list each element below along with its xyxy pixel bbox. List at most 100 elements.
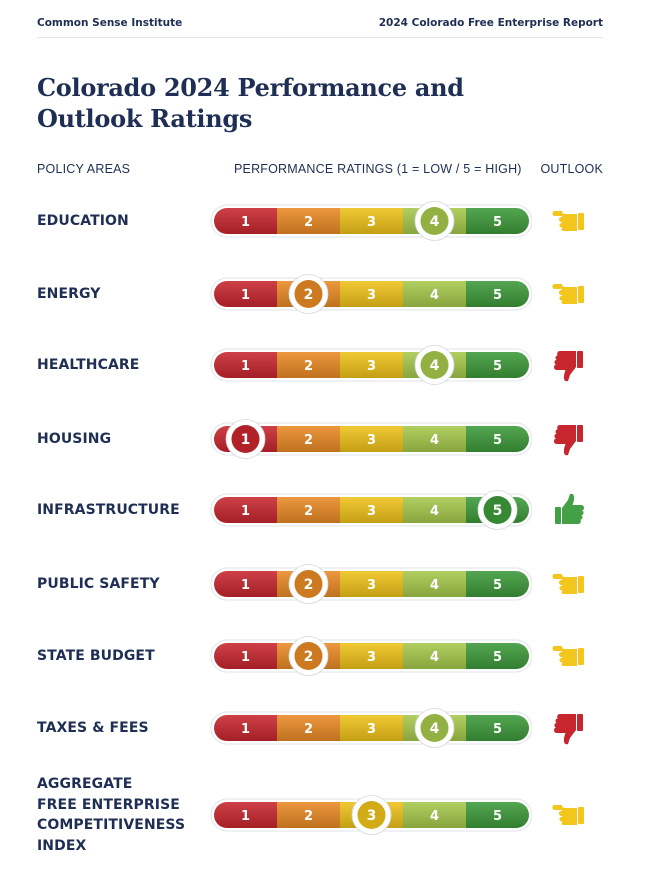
gauge-segment-1 (214, 715, 278, 741)
rating-number-5: 5 (493, 215, 502, 230)
rating-number-2: 2 (304, 577, 314, 593)
selected-rating-fill (420, 714, 449, 742)
rating-number-3: 3 (367, 650, 376, 665)
gauge-segment-2 (277, 643, 341, 669)
policy-area-label: AGGREGATE FREE ENTERPRISE COMPETITIVENES… (37, 776, 186, 854)
rating-number-5: 5 (493, 650, 502, 665)
gauge-segment-3 (340, 208, 404, 234)
rating-number-1: 1 (241, 578, 250, 593)
performance-gauge: 1 2 3 4 5 (210, 201, 532, 241)
thumbs-down-icon (554, 714, 583, 745)
selected-rating-fill (294, 280, 323, 308)
rating-number-2: 2 (304, 215, 313, 230)
rating-number-1: 1 (241, 504, 250, 519)
rating-number-1: 1 (241, 650, 250, 665)
rating-number-3: 3 (367, 722, 376, 737)
gauge-segment-3 (340, 497, 404, 523)
selected-rating-marker (477, 490, 518, 530)
column-header-policy-areas: POLICY AREAS (37, 162, 131, 176)
rating-number-1: 1 (241, 809, 250, 824)
performance-gauge: 1 2 3 4 5 (210, 795, 532, 835)
gauge-frame (210, 567, 532, 601)
rating-number-4: 4 (430, 433, 439, 448)
rating-number-1: 1 (241, 288, 250, 303)
rating-number-1: 1 (241, 215, 250, 230)
selected-rating-marker (288, 636, 329, 676)
rating-number-4: 4 (430, 288, 439, 303)
gauge-segment-3 (340, 281, 404, 307)
gauge-segment-5 (466, 715, 529, 741)
policy-area-label: TAXES & FEES (37, 720, 149, 736)
rating-number-3: 3 (367, 504, 376, 519)
rating-number-5: 5 (493, 809, 502, 824)
gauge-frame (210, 711, 532, 745)
gauge-segment-4 (403, 802, 467, 828)
selected-rating-marker (414, 201, 455, 241)
rating-number-5: 5 (493, 359, 502, 374)
rating-number-2: 2 (304, 433, 313, 448)
policy-area-label: ENERGY (37, 286, 101, 302)
gauge-segment-2 (277, 208, 341, 234)
rating-number-4: 4 (430, 578, 439, 593)
performance-gauge: 1 2 3 4 5 (210, 345, 532, 385)
rating-number-2: 2 (304, 809, 313, 824)
gauge-segment-4 (403, 208, 467, 234)
rating-number-3: 3 (367, 578, 376, 593)
rating-number-3: 3 (367, 359, 376, 374)
gauge-segment-2 (277, 426, 341, 452)
gauge-segment-5 (466, 643, 529, 669)
rating-number-1: 1 (241, 722, 250, 737)
gauge-segment-2 (277, 802, 341, 828)
gauge-segment-1 (214, 497, 278, 523)
rating-number-4: 4 (430, 214, 440, 230)
rating-number-4: 4 (430, 650, 439, 665)
rating-number-2: 2 (304, 287, 314, 303)
rating-number-3: 3 (367, 808, 377, 824)
page-title: Colorado 2024 Performance and Outlook Ra… (37, 73, 464, 133)
performance-gauge: 1 2 3 4 5 (210, 419, 532, 459)
policy-area-label: HEALTHCARE (37, 357, 140, 373)
gauge-segment-4 (403, 715, 467, 741)
gauge-segment-2 (277, 497, 341, 523)
thumb-sideways-icon (552, 805, 584, 825)
gauge-segment-5 (466, 426, 529, 452)
rating-number-5: 5 (493, 503, 503, 519)
selected-rating-fill (294, 642, 323, 670)
thumbs-down-icon (554, 425, 583, 456)
performance-gauge: 1 2 3 4 5 (210, 636, 532, 676)
gauge-segment-4 (403, 497, 467, 523)
gauge-segment-5 (466, 802, 529, 828)
org-name: Common Sense Institute (37, 17, 183, 29)
rating-number-2: 2 (304, 504, 313, 519)
column-header-outlook: OUTLOOK (540, 162, 603, 176)
selected-rating-fill (483, 496, 512, 524)
gauge-frame (210, 204, 532, 238)
selected-rating-marker (414, 708, 455, 748)
rating-number-2: 2 (304, 722, 313, 737)
performance-gauge: 1 2 3 4 5 (210, 274, 532, 314)
rating-number-4: 4 (430, 809, 439, 824)
gauge-segment-1 (214, 352, 278, 378)
performance-gauge: 1 2 3 4 5 (210, 564, 532, 604)
selected-rating-marker (288, 564, 329, 604)
rating-number-1: 1 (241, 359, 250, 374)
gauge-segment-5 (466, 208, 529, 234)
page-header: Common Sense Institute 2024 Colorado Fre… (37, 15, 603, 38)
selected-rating-marker (351, 795, 392, 835)
gauge-frame (210, 798, 532, 832)
rating-number-5: 5 (493, 722, 502, 737)
gauge-segment-3 (340, 802, 404, 828)
gauge-frame (210, 277, 532, 311)
gauge-segment-5 (466, 497, 529, 523)
gauge-segment-3 (340, 643, 404, 669)
selected-rating-marker (225, 419, 266, 459)
gauge-segment-5 (466, 571, 529, 597)
gauge-segment-4 (403, 571, 467, 597)
gauge-segment-3 (340, 571, 404, 597)
gauge-segment-4 (403, 426, 467, 452)
rating-number-4: 4 (430, 721, 440, 737)
